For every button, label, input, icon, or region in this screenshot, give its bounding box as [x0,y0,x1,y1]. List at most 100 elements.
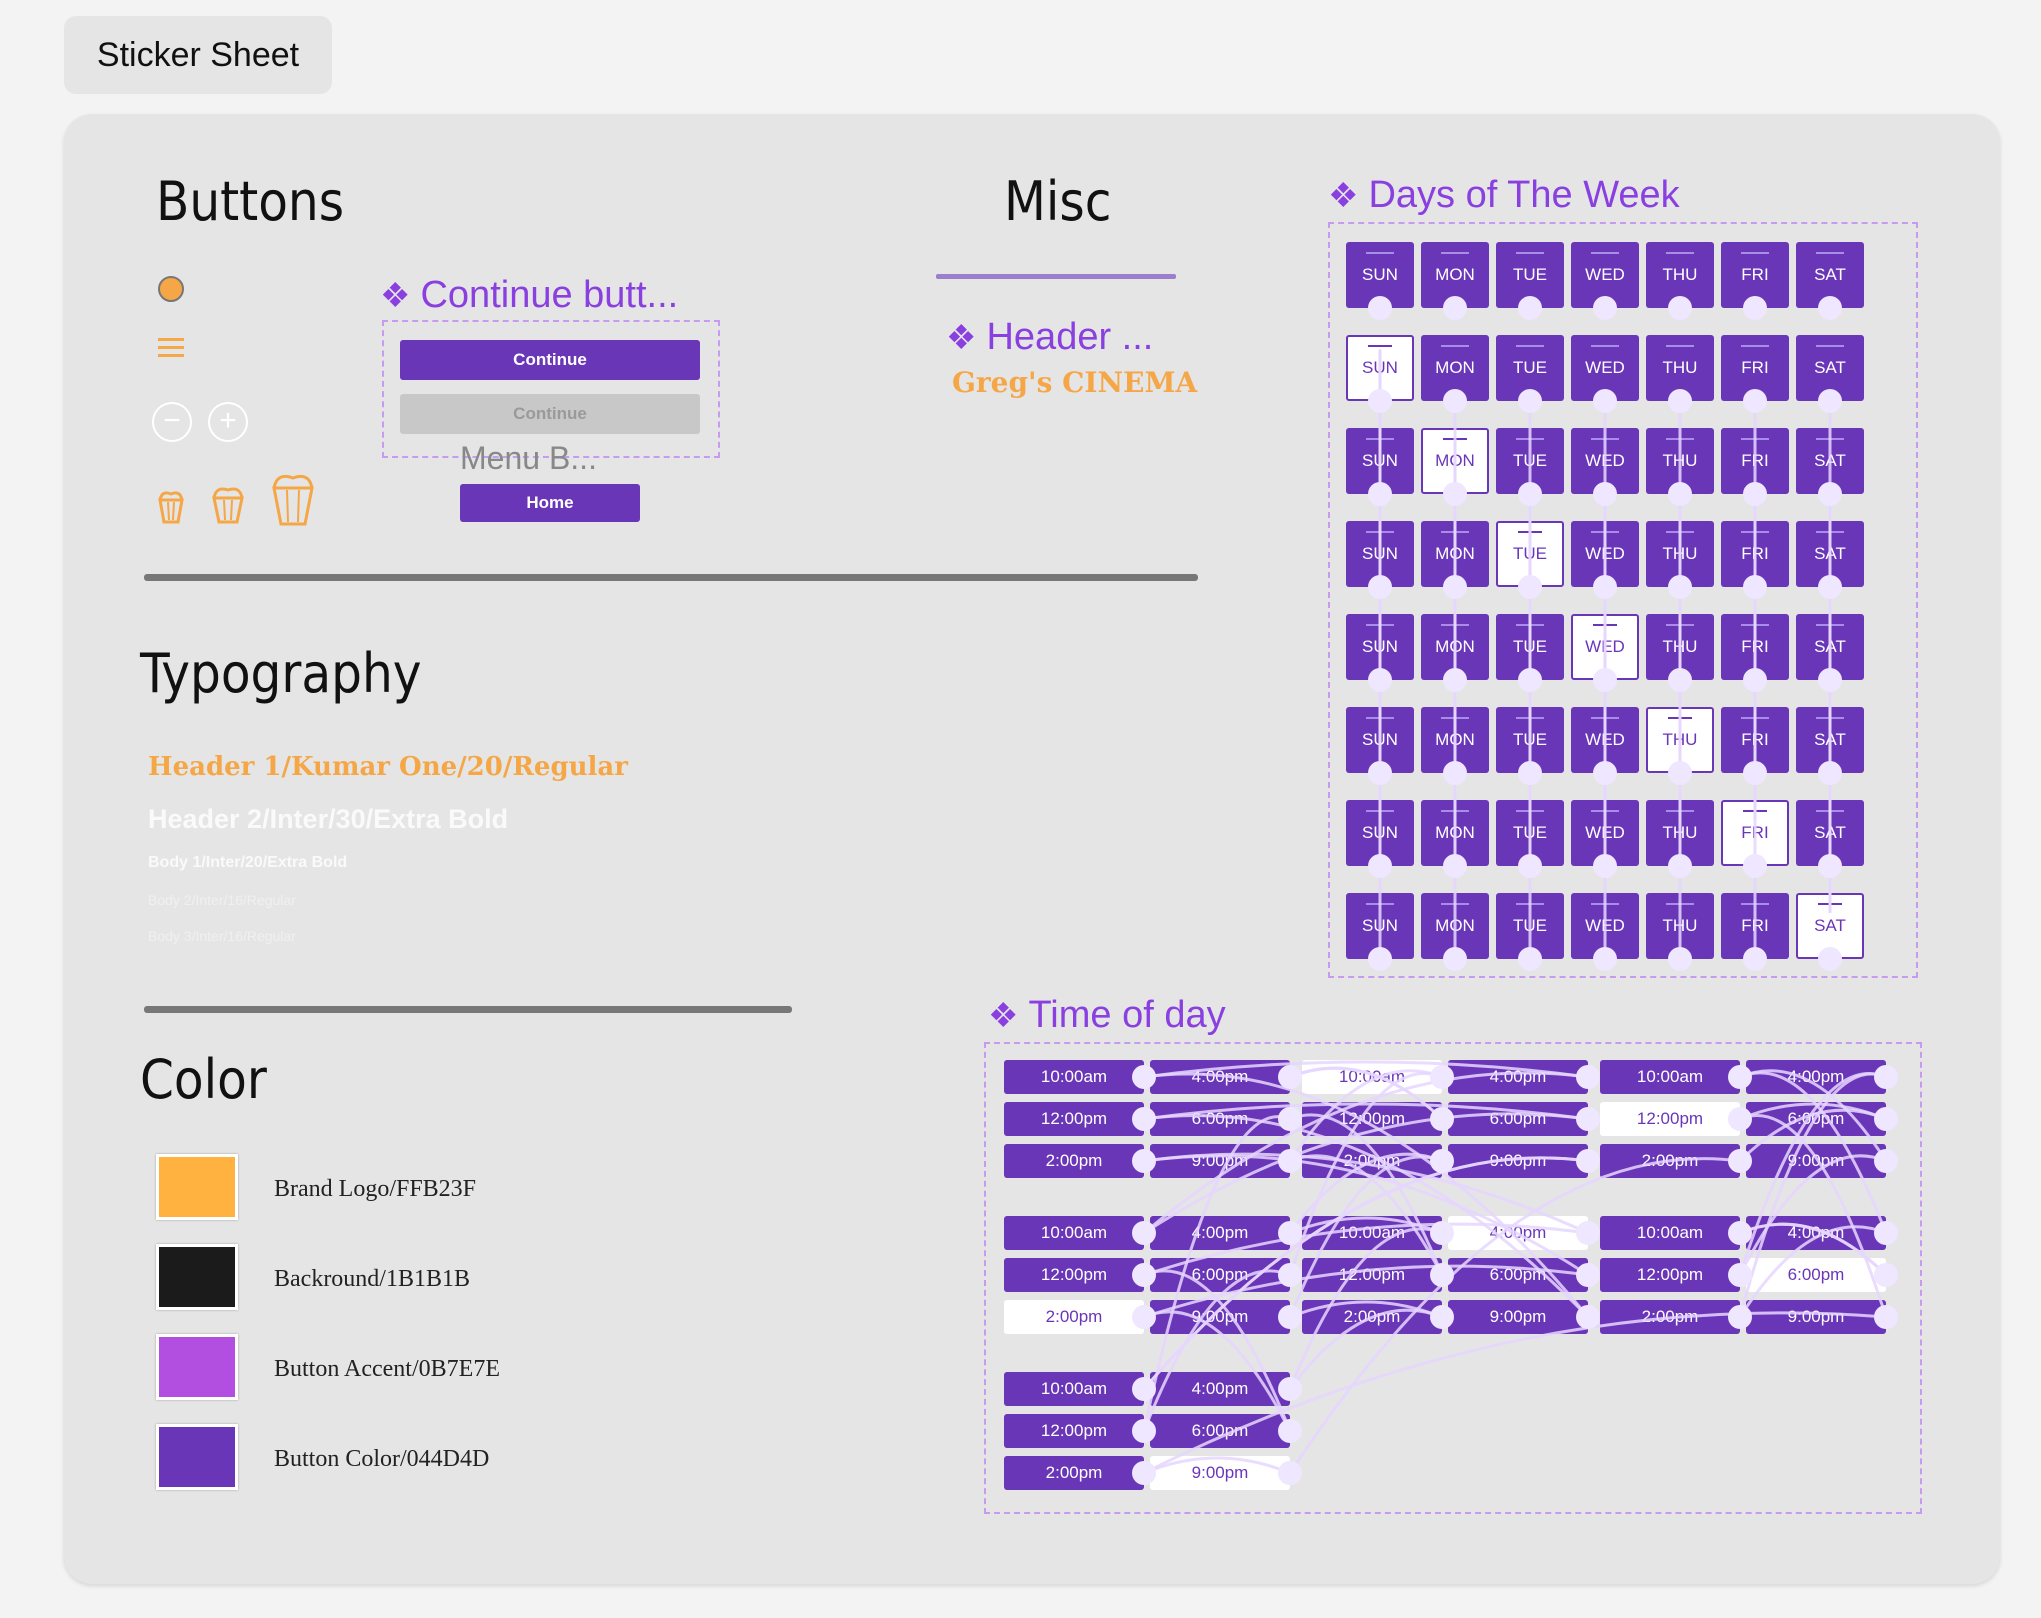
time-chip[interactable]: 6:00pm [1448,1102,1588,1136]
time-chip[interactable]: 9:00pm [1746,1300,1886,1334]
day-chip-tue[interactable]: TUE [1496,242,1564,308]
day-chip-mon[interactable]: MON [1421,893,1489,959]
day-chip-tue[interactable]: TUE [1496,614,1564,680]
time-chip[interactable]: 10:00am [1302,1216,1442,1250]
time-chip[interactable]: 2:00pm [1600,1300,1740,1334]
day-chip-sat[interactable]: SAT [1796,800,1864,866]
continue-button-disabled[interactable]: Continue [400,394,700,434]
time-chip[interactable]: 10:00am [1302,1060,1442,1094]
day-chip-wed[interactable]: WED [1571,521,1639,587]
day-chip-mon[interactable]: MON [1421,335,1489,401]
time-chip[interactable]: 12:00pm [1302,1258,1442,1292]
time-chip[interactable]: 2:00pm [1302,1300,1442,1334]
time-chip[interactable]: 4:00pm [1150,1216,1290,1250]
day-chip-mon[interactable]: MON [1421,428,1489,494]
day-chip-wed[interactable]: WED [1571,800,1639,866]
day-chip-fri[interactable]: FRI [1721,707,1789,773]
day-chip-wed[interactable]: WED [1571,242,1639,308]
time-chip[interactable]: 12:00pm [1004,1414,1144,1448]
day-chip-thu[interactable]: THU [1646,893,1714,959]
popcorn-large-icon[interactable] [270,470,316,526]
time-chip[interactable]: 2:00pm [1600,1144,1740,1178]
time-chip[interactable]: 4:00pm [1448,1060,1588,1094]
day-chip-mon[interactable]: MON [1421,521,1489,587]
day-chip-thu[interactable]: THU [1646,521,1714,587]
time-chip[interactable]: 2:00pm [1004,1300,1144,1334]
time-chip[interactable]: 4:00pm [1746,1216,1886,1250]
day-chip-sat[interactable]: SAT [1796,521,1864,587]
day-chip-thu[interactable]: THU [1646,707,1714,773]
time-chip[interactable]: 2:00pm [1004,1144,1144,1178]
day-chip-thu[interactable]: THU [1646,242,1714,308]
avatar-icon[interactable] [158,276,184,302]
day-chip-wed[interactable]: WED [1571,614,1639,680]
day-chip-fri[interactable]: FRI [1721,614,1789,680]
time-chip[interactable]: 4:00pm [1448,1216,1588,1250]
time-chip[interactable]: 12:00pm [1600,1102,1740,1136]
time-chip[interactable]: 4:00pm [1746,1060,1886,1094]
day-chip-sat[interactable]: SAT [1796,707,1864,773]
time-chip[interactable]: 6:00pm [1150,1414,1290,1448]
day-chip-fri[interactable]: FRI [1721,242,1789,308]
day-chip-mon[interactable]: MON [1421,800,1489,866]
day-chip-tue[interactable]: TUE [1496,707,1564,773]
day-chip-fri[interactable]: FRI [1721,893,1789,959]
day-chip-sun[interactable]: SUN [1346,893,1414,959]
day-chip-mon[interactable]: MON [1421,707,1489,773]
home-button[interactable]: Home [460,484,640,522]
day-chip-mon[interactable]: MON [1421,614,1489,680]
time-chip[interactable]: 12:00pm [1302,1102,1442,1136]
time-chip[interactable]: 9:00pm [1150,1456,1290,1490]
day-chip-thu[interactable]: THU [1646,428,1714,494]
hamburger-menu-icon[interactable] [158,338,184,358]
time-chip[interactable]: 10:00am [1600,1216,1740,1250]
time-chip[interactable]: 10:00am [1004,1216,1144,1250]
time-chip[interactable]: 4:00pm [1150,1372,1290,1406]
day-chip-thu[interactable]: THU [1646,614,1714,680]
day-chip-tue[interactable]: TUE [1496,800,1564,866]
popcorn-small-icon[interactable] [156,488,186,524]
time-chip[interactable]: 6:00pm [1448,1258,1588,1292]
day-chip-wed[interactable]: WED [1571,893,1639,959]
day-chip-tue[interactable]: TUE [1496,428,1564,494]
time-chip[interactable]: 12:00pm [1004,1102,1144,1136]
plus-icon[interactable]: + [208,402,248,442]
day-chip-thu[interactable]: THU [1646,800,1714,866]
day-chip-sun[interactable]: SUN [1346,521,1414,587]
day-chip-sat[interactable]: SAT [1796,893,1864,959]
day-chip-sun[interactable]: SUN [1346,242,1414,308]
time-chip[interactable]: 12:00pm [1004,1258,1144,1292]
day-chip-thu[interactable]: THU [1646,335,1714,401]
time-chip[interactable]: 6:00pm [1746,1258,1886,1292]
time-chip[interactable]: 2:00pm [1004,1456,1144,1490]
time-chip[interactable]: 2:00pm [1302,1144,1442,1178]
day-chip-sun[interactable]: SUN [1346,428,1414,494]
day-chip-sat[interactable]: SAT [1796,428,1864,494]
day-chip-sat[interactable]: SAT [1796,614,1864,680]
popcorn-medium-icon[interactable] [210,484,246,524]
day-chip-wed[interactable]: WED [1571,707,1639,773]
day-chip-tue[interactable]: TUE [1496,521,1564,587]
day-chip-tue[interactable]: TUE [1496,893,1564,959]
time-chip[interactable]: 9:00pm [1448,1300,1588,1334]
day-chip-sat[interactable]: SAT [1796,242,1864,308]
day-chip-sat[interactable]: SAT [1796,335,1864,401]
time-chip[interactable]: 12:00pm [1600,1258,1740,1292]
time-chip[interactable]: 9:00pm [1448,1144,1588,1178]
day-chip-wed[interactable]: WED [1571,428,1639,494]
time-chip[interactable]: 4:00pm [1150,1060,1290,1094]
day-chip-sun[interactable]: SUN [1346,800,1414,866]
day-chip-fri[interactable]: FRI [1721,428,1789,494]
day-chip-fri[interactable]: FRI [1721,521,1789,587]
minus-icon[interactable]: − [152,402,192,442]
time-chip[interactable]: 10:00am [1004,1060,1144,1094]
time-chip[interactable]: 9:00pm [1150,1144,1290,1178]
time-chip[interactable]: 10:00am [1600,1060,1740,1094]
time-chip[interactable]: 9:00pm [1746,1144,1886,1178]
time-chip[interactable]: 6:00pm [1150,1258,1290,1292]
day-chip-wed[interactable]: WED [1571,335,1639,401]
time-chip[interactable]: 6:00pm [1150,1102,1290,1136]
day-chip-sun[interactable]: SUN [1346,335,1414,401]
time-chip[interactable]: 10:00am [1004,1372,1144,1406]
sticker-sheet-tag[interactable]: Sticker Sheet [64,16,332,94]
